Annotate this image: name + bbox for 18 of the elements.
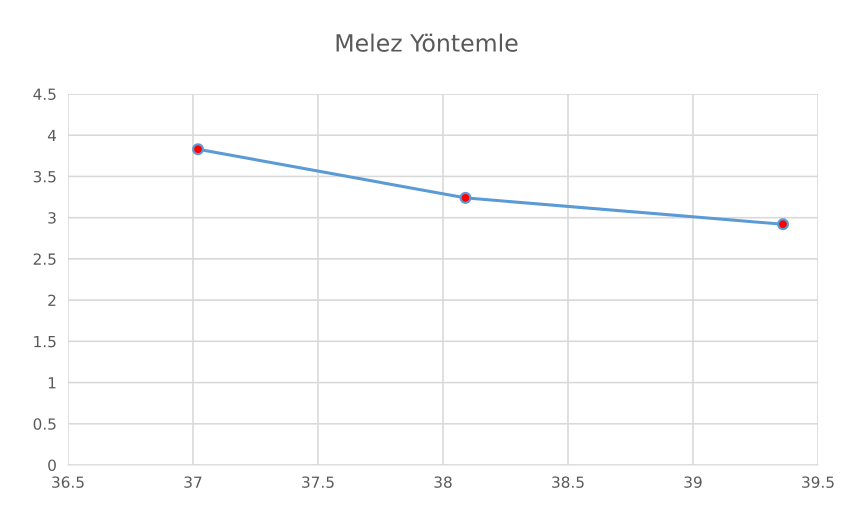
y-tick-label: 0.5 (34, 418, 56, 430)
y-tick-label: 3.5 (34, 170, 56, 182)
x-tick-label: 39.5 (802, 476, 834, 488)
y-tick-label: 4.5 (33, 88, 56, 100)
chart-title: Melez Yöntemle (336, 34, 518, 52)
y-tick-label: 2 (48, 294, 56, 306)
x-tick-label: 37.5 (302, 476, 334, 488)
y-tick-label: 1.5 (34, 336, 56, 348)
x-tick-label: 37 (184, 476, 202, 488)
x-tick-label: 38 (434, 476, 452, 488)
y-tick-label: 1 (48, 377, 56, 388)
x-tick-label: 38.5 (552, 476, 584, 488)
y-tick-label: 3 (48, 212, 56, 224)
y-tick-label: 2.5 (34, 253, 56, 265)
y-tick-label: 4 (48, 130, 56, 142)
x-tick-label: 39 (684, 476, 702, 488)
y-tick-label: 0 (48, 459, 56, 472)
x-tick-label: 36.5 (52, 476, 84, 488)
